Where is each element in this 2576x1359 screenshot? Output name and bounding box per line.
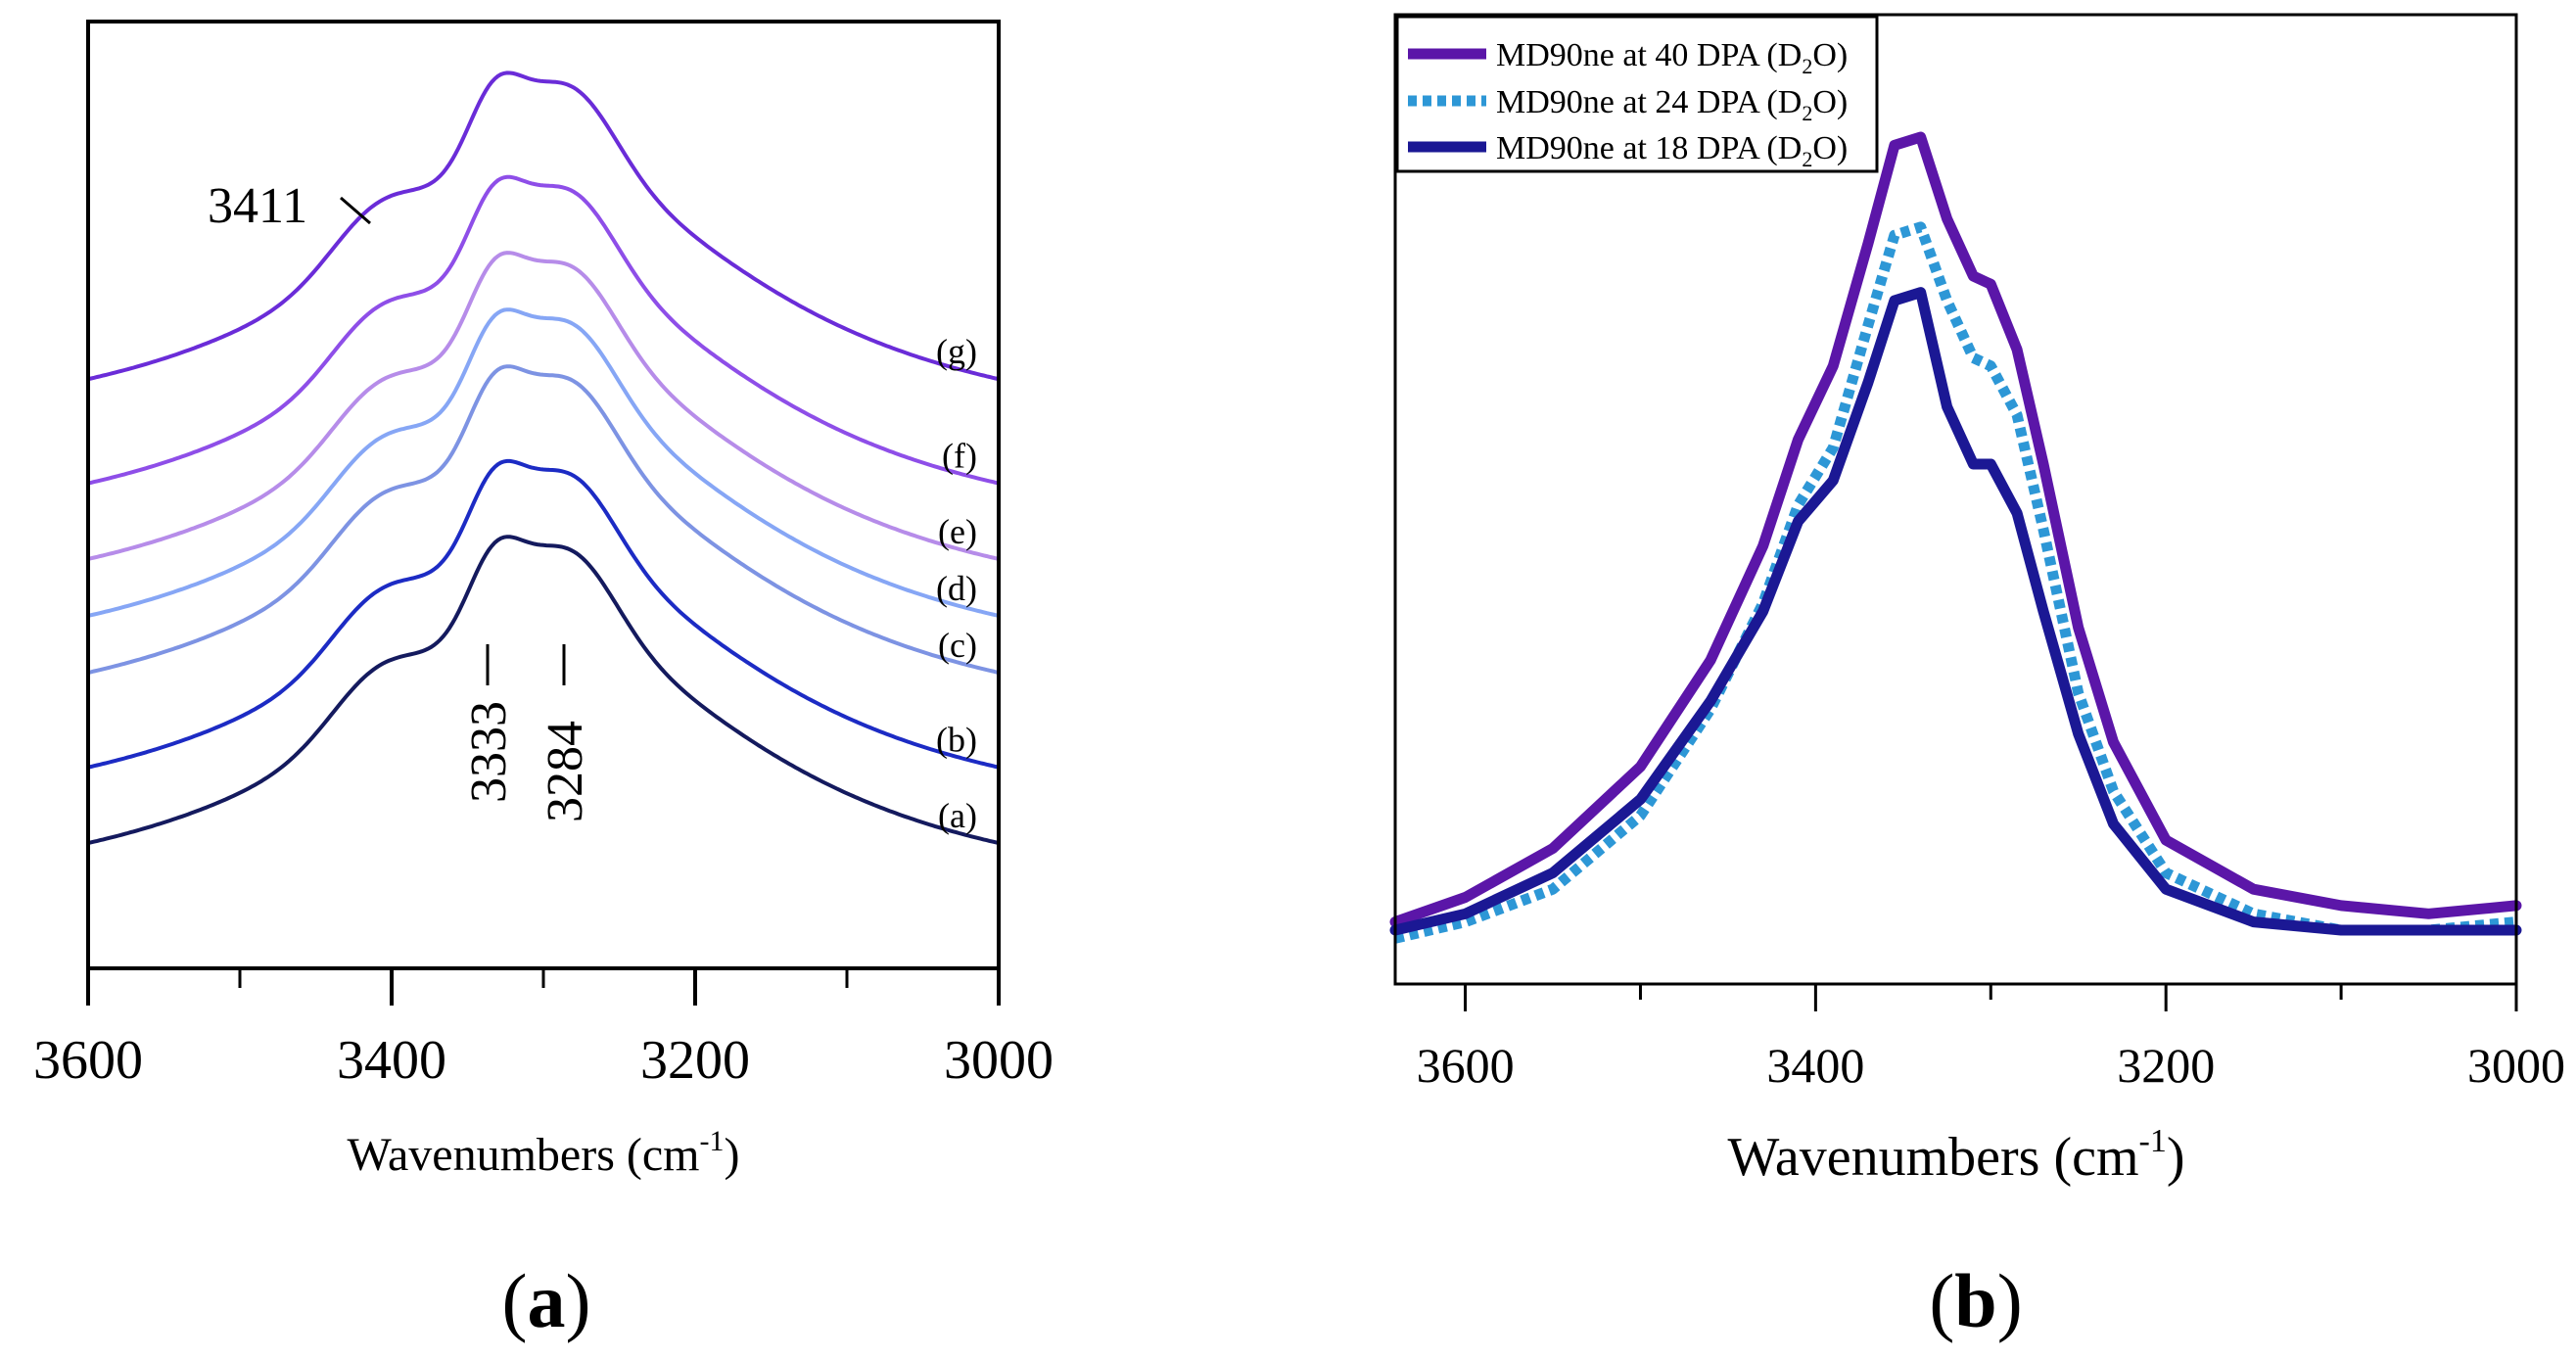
annotation-3411: 3411 (208, 178, 307, 234)
panel-a-series-label-a: (a) (938, 796, 977, 835)
panel-a-x-axis: 3600 3400 3200 3000 (33, 968, 1054, 1091)
panel-b-series-group (1389, 131, 2522, 944)
panel-b-x-axis: 3600 3400 3200 3000 (1417, 984, 2565, 1093)
panel-a-series-label-g: (g) (936, 332, 977, 371)
panel-a-series-label-f: (f) (942, 437, 977, 476)
annotation-3333: 3333 (461, 701, 517, 803)
panel-a-x-tick-label-3400: 3400 (337, 1030, 446, 1091)
panel-a-series-label-c: (c) (938, 626, 977, 665)
panel-b-x-axis-label: Wavenumbers (cm-1) (1728, 1123, 2185, 1188)
legend-box (1395, 15, 1879, 173)
panel-a-series-label-b: (b) (936, 721, 977, 760)
panel-a-x-tick-label-3000: 3000 (944, 1030, 1054, 1091)
panel-a-series-labels: (g) (f) (e) (d) (c) (b) (a) (936, 332, 977, 835)
panel-a-x-tick-label-3600: 3600 (33, 1030, 143, 1091)
legend-entry-24dpa: MD90ne at 24 DPA (D2O) (1496, 84, 1848, 125)
panel-b-caption: (b) (1929, 1258, 2022, 1343)
panel-b-series-line-1 (1393, 221, 2517, 944)
panel-a-chart: (g) (f) (e) (d) (c) (b) (a) 3411 3333 3284 360… (33, 20, 1054, 1343)
panel-b-x-tick-label-3000: 3000 (2467, 1038, 2565, 1093)
panel-a-series-group (87, 70, 1000, 845)
panel-b-plot-frame (1393, 13, 2518, 986)
panel-b-chart: MD90ne at 40 DPA (D2O) MD90ne at 24 DPA … (1389, 13, 2565, 1343)
panel-b-x-tick-label-3200: 3200 (2117, 1038, 2215, 1093)
panel-a-series-line-e (87, 251, 1000, 561)
panel-a-plot-frame (86, 20, 1001, 970)
panel-a-series-line-g (87, 70, 1000, 382)
panel-b-x-tick-label-3400: 3400 (1766, 1038, 1864, 1093)
panel-a-series-line-d (87, 307, 1000, 618)
panel-b-x-tick-label-3600: 3600 (1417, 1038, 1515, 1093)
panel-a-series-line-f (87, 174, 1000, 486)
panel-a-x-axis-label: Wavenumbers (cm-1) (348, 1125, 740, 1181)
panel-a-caption: (a) (502, 1258, 591, 1343)
legend-entry-40dpa: MD90ne at 40 DPA (D2O) (1496, 37, 1848, 78)
panel-b-legend: MD90ne at 40 DPA (D2O) MD90ne at 24 DPA … (1395, 15, 1879, 173)
legend-entry-18dpa: MD90ne at 18 DPA (D2O) (1496, 130, 1848, 171)
panel-a-series-line-a (87, 535, 1000, 845)
panel-a-series-label-e: (e) (938, 512, 977, 551)
panel-a-series-line-b (87, 458, 1000, 770)
annotation-3284: 3284 (538, 721, 593, 822)
panel-b-series-line-2 (1389, 287, 2522, 936)
panel-a-series-label-d: (d) (936, 569, 977, 608)
annotation-3411-marker (340, 196, 371, 225)
panel-b-series-line-0 (1389, 131, 2522, 928)
panel-a-series-line-c (87, 364, 1000, 675)
panel-a-x-tick-label-3200: 3200 (640, 1030, 750, 1091)
